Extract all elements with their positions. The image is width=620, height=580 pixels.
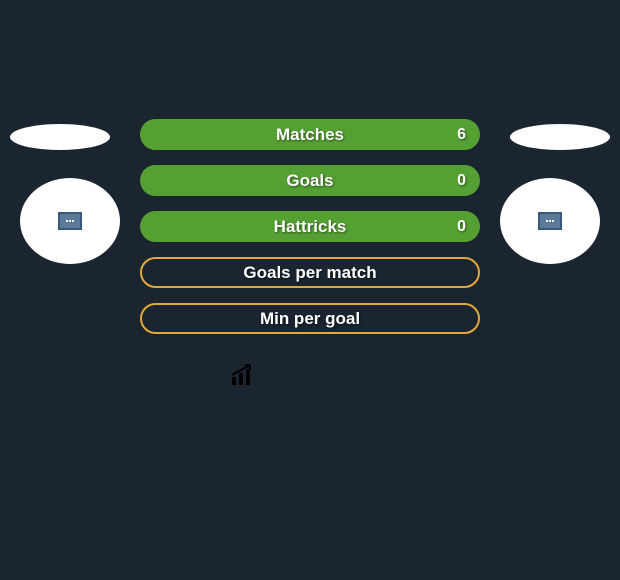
chart-icon	[230, 363, 258, 385]
stat-label: Goals per match	[243, 263, 376, 283]
stat-value-right: 0	[457, 172, 466, 190]
stats-section: Matches 6 Goals 0 Hattricks 0 Goals per match M…	[0, 119, 620, 334]
stat-label: Matches	[276, 125, 344, 145]
stat-value-right: 6	[457, 126, 466, 144]
stat-row: Goals 0	[140, 165, 480, 196]
stat-label: Goals	[286, 171, 333, 191]
stats-column: Matches 6 Goals 0 Hattricks 0 Goals per match M…	[140, 119, 480, 334]
stat-row: Matches 6	[140, 119, 480, 150]
stat-label: Hattricks	[274, 217, 347, 237]
stat-label: Min per goal	[260, 309, 360, 329]
stat-value-right: 0	[457, 218, 466, 236]
stat-row: Hattricks 0	[140, 211, 480, 242]
stat-row: Goals per match	[140, 257, 480, 288]
stat-row: Min per goal	[140, 303, 480, 334]
